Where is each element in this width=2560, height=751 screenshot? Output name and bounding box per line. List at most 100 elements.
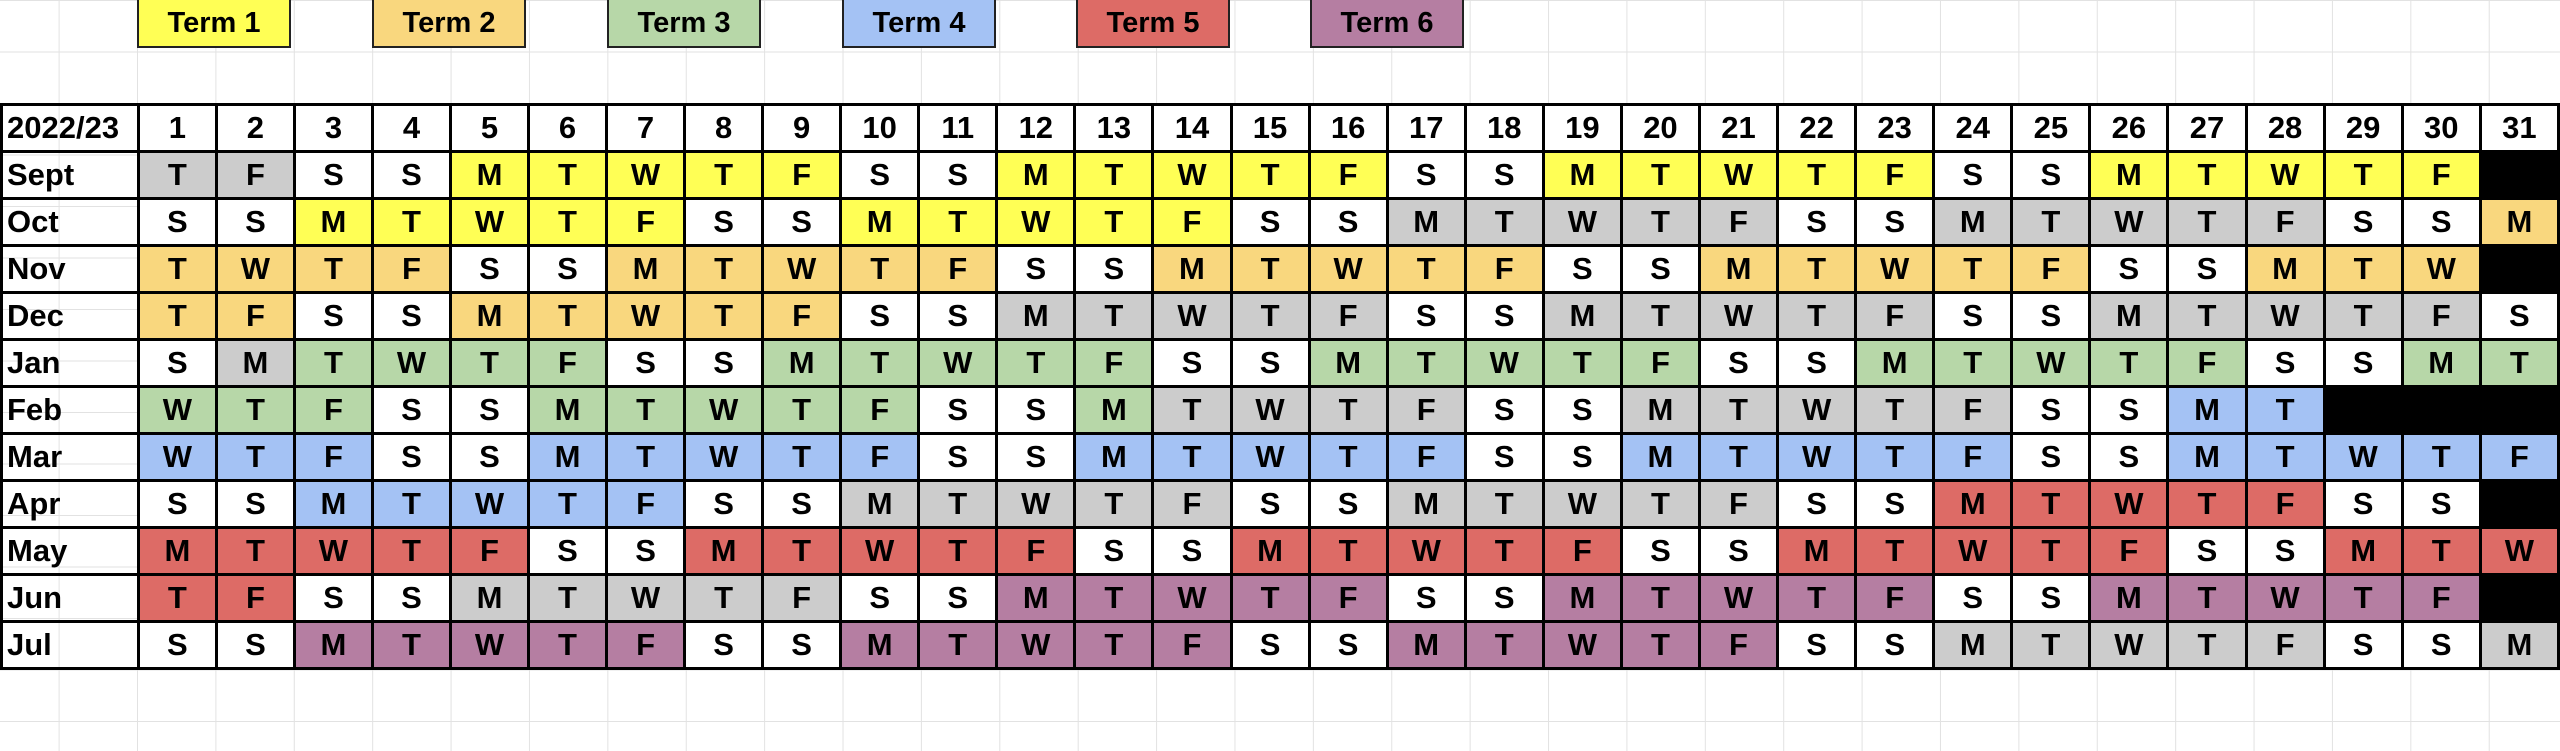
day-number-header[interactable]: 18	[1463, 103, 1545, 153]
day-cell[interactable]: M	[761, 338, 843, 388]
day-cell[interactable]	[2478, 385, 2560, 435]
day-number-header[interactable]: 25	[2010, 103, 2092, 153]
day-cell[interactable]: W	[214, 244, 296, 294]
day-cell[interactable]: W	[448, 620, 531, 670]
day-cell[interactable]: S	[2166, 244, 2248, 294]
day-cell[interactable]: F	[1151, 479, 1233, 529]
day-cell[interactable]: M	[2088, 150, 2170, 200]
day-cell[interactable]: F	[2400, 150, 2482, 200]
day-cell[interactable]: F	[605, 479, 687, 529]
day-cell[interactable]: T	[214, 526, 296, 576]
day-cell[interactable]: S	[917, 432, 999, 482]
day-cell[interactable]: W	[1151, 150, 1233, 200]
day-cell[interactable]: S	[1229, 620, 1311, 670]
day-cell[interactable]	[2400, 385, 2482, 435]
day-cell[interactable]: T	[917, 197, 999, 247]
day-cell[interactable]: T	[1385, 338, 1467, 388]
month-label[interactable]: Oct	[0, 197, 140, 247]
day-cell[interactable]: S	[2166, 526, 2248, 576]
day-cell[interactable]: T	[527, 197, 609, 247]
day-cell[interactable]: T	[1619, 479, 1701, 529]
day-cell[interactable]: T	[1854, 385, 1936, 435]
day-cell[interactable]: F	[1385, 432, 1467, 482]
day-cell[interactable]: M	[1932, 620, 2014, 670]
day-cell[interactable]: M	[1619, 432, 1701, 482]
day-cell[interactable]: T	[1151, 432, 1233, 482]
day-cell[interactable]: T	[1854, 432, 1936, 482]
day-cell[interactable]: S	[527, 526, 609, 576]
day-cell[interactable]: T	[370, 620, 452, 670]
day-cell[interactable]: S	[1151, 526, 1233, 576]
day-number-header[interactable]: 22	[1776, 103, 1858, 153]
day-cell[interactable]: F	[761, 291, 843, 341]
day-number-header[interactable]: 30	[2400, 103, 2482, 153]
day-cell[interactable]: F	[1854, 291, 1936, 341]
day-cell[interactable]: T	[527, 573, 609, 623]
day-cell[interactable]: T	[1463, 620, 1545, 670]
day-cell[interactable]: F	[1307, 291, 1389, 341]
day-cell[interactable]: T	[1073, 479, 1155, 529]
day-cell[interactable]: F	[1307, 573, 1389, 623]
day-cell[interactable]: W	[1229, 385, 1311, 435]
day-cell[interactable]: W	[605, 291, 687, 341]
day-cell[interactable]: T	[1307, 385, 1389, 435]
day-cell[interactable]: F	[2400, 291, 2482, 341]
day-cell[interactable]: T	[1073, 573, 1155, 623]
day-cell[interactable]: M	[527, 432, 609, 482]
day-cell[interactable]: S	[1229, 479, 1311, 529]
day-cell[interactable]: F	[1463, 244, 1545, 294]
day-cell[interactable]: S	[917, 291, 999, 341]
day-cell[interactable]: S	[1776, 620, 1858, 670]
day-cell[interactable]: T	[2010, 197, 2092, 247]
day-cell[interactable]: T	[605, 432, 687, 482]
day-cell[interactable]: T	[136, 150, 218, 200]
day-cell[interactable]: W	[761, 244, 843, 294]
day-cell[interactable]: W	[1776, 385, 1858, 435]
day-cell[interactable]: M	[2322, 526, 2404, 576]
day-number-header[interactable]: 23	[1854, 103, 1936, 153]
day-cell[interactable]: S	[2400, 479, 2482, 529]
day-cell[interactable]: M	[1385, 479, 1467, 529]
day-cell[interactable]: M	[1619, 385, 1701, 435]
day-cell[interactable]: T	[995, 338, 1077, 388]
day-cell[interactable]: W	[1932, 526, 2014, 576]
day-cell[interactable]: M	[1385, 620, 1467, 670]
day-cell[interactable]: F	[1151, 197, 1233, 247]
day-cell[interactable]: T	[1463, 197, 1545, 247]
day-cell[interactable]: W	[2088, 197, 2170, 247]
day-cell[interactable]: T	[1073, 197, 1155, 247]
day-cell[interactable]: T	[683, 150, 765, 200]
day-cell[interactable]: F	[917, 244, 999, 294]
day-cell[interactable]: S	[2322, 197, 2404, 247]
day-cell[interactable]: S	[370, 150, 452, 200]
day-cell[interactable]: S	[1463, 385, 1545, 435]
day-cell[interactable]: M	[2478, 197, 2560, 247]
day-cell[interactable]: T	[761, 385, 843, 435]
day-cell[interactable]: T	[292, 244, 374, 294]
day-number-header[interactable]: 26	[2088, 103, 2170, 153]
day-cell[interactable]: F	[292, 385, 374, 435]
day-cell[interactable]: S	[1776, 197, 1858, 247]
day-cell[interactable]: M	[839, 479, 921, 529]
day-cell[interactable]: S	[1541, 385, 1623, 435]
day-cell[interactable]: M	[839, 620, 921, 670]
day-cell[interactable]: W	[605, 150, 687, 200]
month-label[interactable]: Mar	[0, 432, 140, 482]
day-cell[interactable]: M	[292, 197, 374, 247]
day-number-header[interactable]: 7	[605, 103, 687, 153]
day-cell[interactable]: S	[1541, 244, 1623, 294]
day-cell[interactable]: M	[1541, 291, 1623, 341]
day-cell[interactable]: S	[839, 573, 921, 623]
day-cell[interactable]: S	[1463, 432, 1545, 482]
day-cell[interactable]: S	[136, 479, 218, 529]
day-cell[interactable]: W	[995, 197, 1077, 247]
day-cell[interactable]: W	[995, 620, 1077, 670]
day-number-header[interactable]: 8	[683, 103, 765, 153]
day-cell[interactable]: S	[1463, 573, 1545, 623]
day-cell[interactable]: F	[2244, 479, 2326, 529]
day-cell[interactable]: S	[1697, 526, 1780, 576]
day-cell[interactable]: M	[1932, 479, 2014, 529]
day-cell[interactable]: W	[448, 197, 531, 247]
day-cell[interactable]: S	[605, 526, 687, 576]
day-cell[interactable]: M	[2400, 338, 2482, 388]
